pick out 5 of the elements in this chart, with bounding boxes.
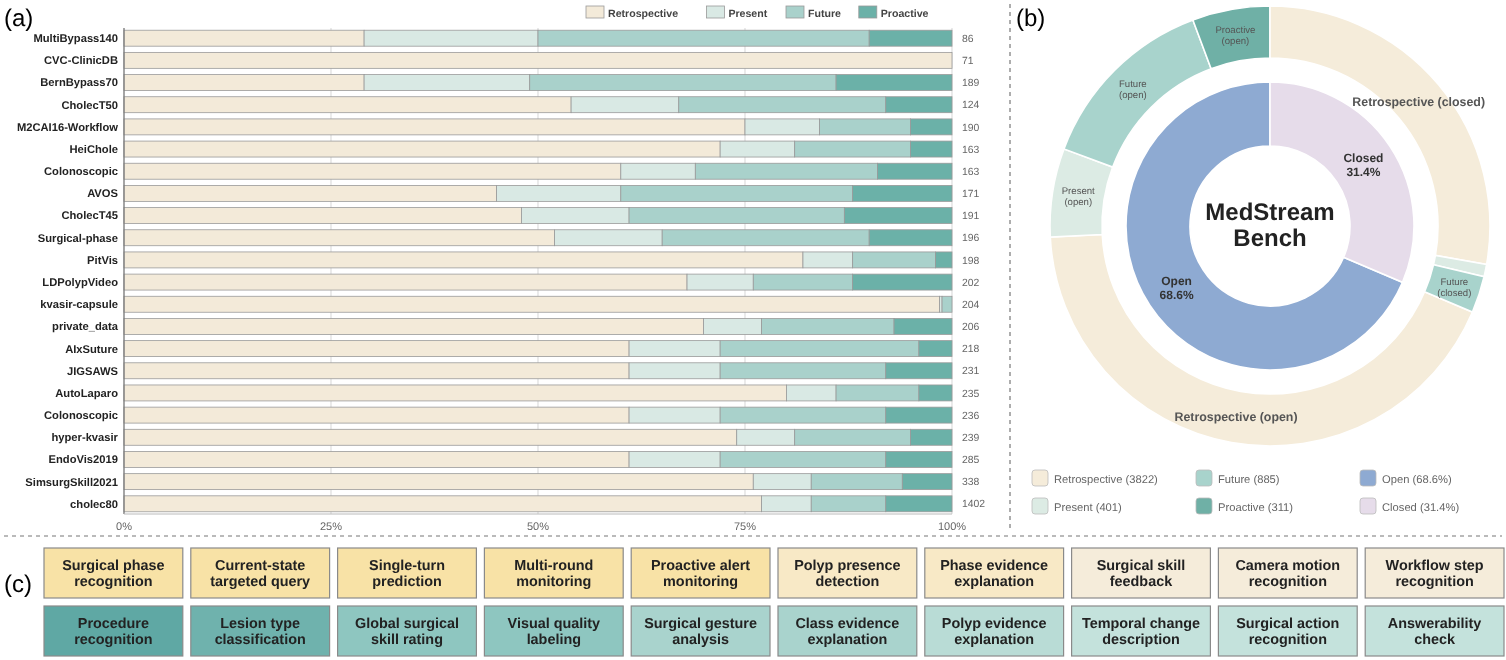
chart-title: (a) [4,4,34,32]
chart-title: (b) [1016,4,1046,32]
bar [123,51,953,69]
text: (c) [4,570,32,598]
text: MedStream Bench [1205,198,1335,253]
